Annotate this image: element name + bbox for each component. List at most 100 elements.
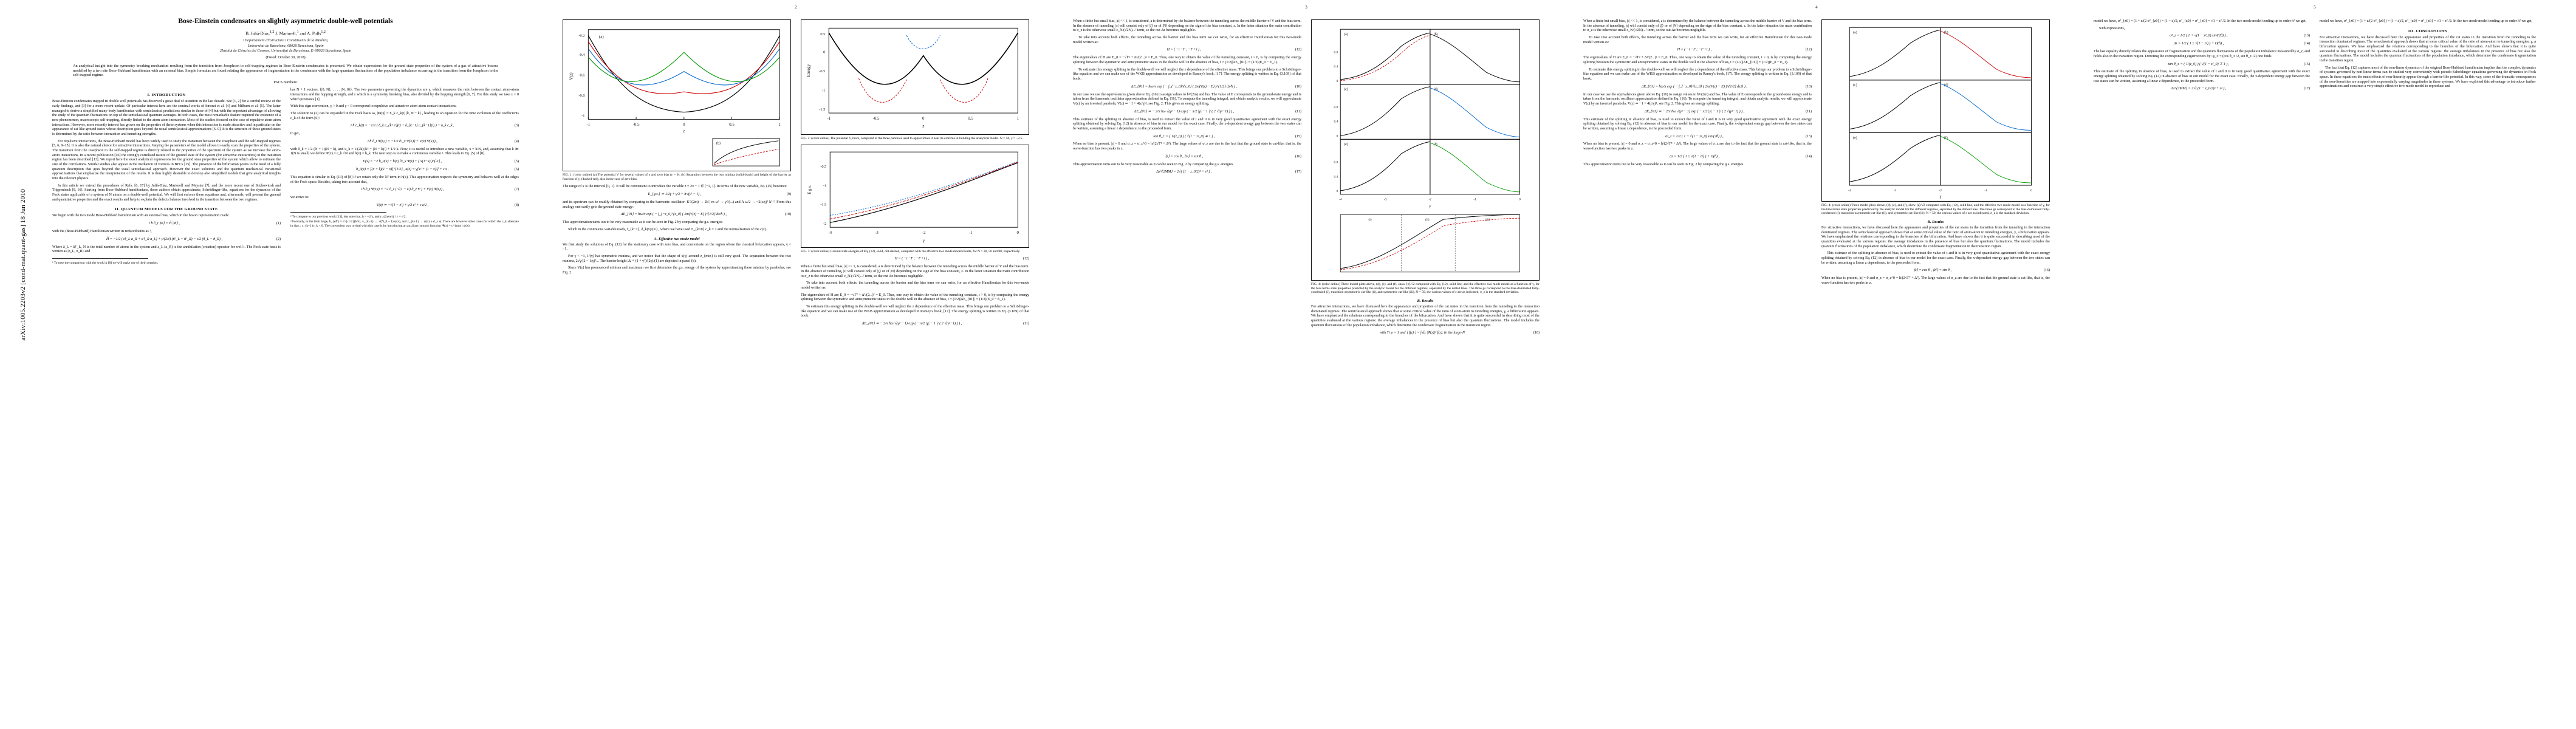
- section-heading-introduction: I. INTRODUCTION: [147, 93, 186, 98]
- equation-15: tan θ_± = ( 1/(z_0) ) ( √(1 − z²_0) ∓ 1 …: [1153, 134, 1301, 139]
- svg-text:-3: -3: [875, 231, 879, 235]
- paragraph-s3-2: To take into account both effects, the t…: [1073, 36, 1301, 44]
- section-heading-quantum-models: II. QUANTUM MODELS FOR THE GROUND STATE: [115, 207, 218, 212]
- paragraph-s3r-1: For attractive interactions, we have dis…: [1311, 305, 1540, 327]
- paragraph-s4r-1: For attractive interactions, we have dis…: [1821, 226, 2050, 248]
- svg-text:0.8: 0.8: [1334, 161, 1338, 165]
- figure-4-caption-duplicate: FIG. 4: (color online) Three model plots…: [1821, 204, 2050, 216]
- paragraph-qm-1: We begin with the two mode Bose-Hubbard …: [52, 214, 230, 218]
- svg-text:0: 0: [1337, 80, 1338, 83]
- figure-4: (a) (b) (c) (d) (e) (f): [1311, 19, 1540, 281]
- paragraph-s3-7: When no bias is present, |ε| = 0 and σ_z…: [1073, 142, 1301, 151]
- equation-17b: Δz^{2MM} = 2√( (1 − z_0/2)² + ε² ) , (17): [2171, 87, 2310, 91]
- equation-14: Δz = 1/2 ( 1 ± √(1 − z²) ) + O(h) , (14): [1669, 154, 1812, 159]
- equation-8: V(z) ≃ −√(1 − z²) + γ/2 z² + ε z/2 , (8): [376, 203, 519, 207]
- svg-text:(e): (e): [1344, 142, 1348, 146]
- paragraph-s4-8: This approximation turns out to be very …: [1583, 162, 1744, 166]
- equation-6: b_0(x) = [(x + k)(1 − x)]^{1/2} , u(x) =…: [356, 168, 519, 172]
- svg-text:-2: -2: [823, 222, 826, 226]
- figure-4-duplicate-plot: (a) (b) (c) (d) (e) (f): [1848, 27, 2032, 199]
- svg-text:-0.5: -0.5: [873, 117, 880, 121]
- paragraph-s5r-0: model we have, σ²_{z0} = (1 + ε/(2 σ²_{z…: [2320, 19, 2533, 23]
- svg-text:-4: -4: [1848, 189, 1851, 193]
- svg-text:(b): (b): [1944, 30, 1948, 35]
- footnote-2: ² To compare to our previous work [13], …: [290, 214, 406, 219]
- sheet1-column-left: I. INTRODUCTION Bose-Einstein condensate…: [52, 88, 281, 664]
- equation-12: H = ( −t −Γ ; −Γ +t ) , (12): [894, 257, 1029, 261]
- svg-text:(b): (b): [1434, 32, 1438, 36]
- equation-5: V(x) = −2 b_0(x) + b(x) ∂²_x Ψ(x) + ( x(…: [363, 160, 519, 164]
- svg-text:-1: -1: [827, 117, 831, 121]
- paragraph-s4-3: The eigenvalues of H are E_0 = −√Γ² + Δ²…: [1583, 56, 1812, 64]
- svg-text:0.8: 0.8: [1334, 51, 1338, 55]
- svg-text:(b): (b): [716, 142, 721, 146]
- abstract: An analytical insight into the symmetry …: [73, 63, 498, 78]
- page-number-3: 3: [1305, 5, 1307, 10]
- svg-text:-1: -1: [1984, 189, 1987, 193]
- svg-text:V(z): V(z): [569, 72, 574, 80]
- svg-text:-0.6: -0.6: [578, 74, 584, 78]
- svg-text:-1: -1: [969, 231, 973, 235]
- svg-text:0.4: 0.4: [1334, 120, 1338, 124]
- svg-text:-0.5: -0.5: [820, 164, 826, 168]
- svg-text:-3: -3: [1384, 198, 1387, 202]
- svg-text:-4: -4: [828, 231, 832, 235]
- paragraph-s2r-3: The eigenvalues of H are E_0 = −√Γ² + Δ²…: [801, 293, 1029, 302]
- paragraph-s3-4: To estimate this energy splitting in the…: [1073, 67, 1301, 81]
- svg-text:-1: -1: [822, 89, 825, 93]
- svg-text:0: 0: [1519, 198, 1521, 202]
- svg-text:Energy: Energy: [806, 64, 811, 77]
- equation-18: with Tr ρ = 1 and ⟨ f(z) ⟩ = ∫ dz |Ψ(z)|…: [1379, 331, 1540, 335]
- sheet4-column-right: (a) (b) (c) (d) (e) (f): [1821, 13, 2050, 729]
- affiliation-1: 1Departament d'Estructura i Constituents…: [242, 38, 329, 43]
- svg-text:-2: -2: [1429, 198, 1432, 202]
- equation-10b: ΔE_{01} = ħω/π exp ( − ∫_{−z_0}^{z_0} ( …: [1131, 84, 1301, 89]
- svg-text:(f): (f): [1944, 135, 1948, 140]
- sheet5-column-right: model we have, σ²_{z0} = (1 + ε/(2 σ²_{z…: [2320, 13, 2536, 729]
- equation-11c: ΔE_{01} ≃ − 2/π ħω √(γ² − 1) exp ( − π/2…: [1644, 109, 1812, 114]
- equation-11b: ΔE_{01} ≃ − 2/π ħω √(γ² − 1) exp ( − π/2…: [1134, 109, 1301, 114]
- pacs-numbers: PACS numbers:: [273, 80, 298, 85]
- paragraph-s2r-4: To estimate this energy splitting in the…: [801, 305, 1029, 318]
- svg-text:-0.8: -0.8: [578, 94, 584, 98]
- svg-text:γ: γ: [1430, 205, 1431, 209]
- paragraph-s2-7: Since V(z) has pronounced minima and max…: [563, 266, 791, 275]
- equation-17: Δz^{2MM} = 2√( (1 − z_0/2)² + ε² ) , (17): [1156, 170, 1301, 174]
- sheet-4: 4 When a finite but small bias, |ε| << 1…: [1567, 0, 2066, 729]
- figure-2-caption: FIG. 2: (color online) The potential V, …: [801, 137, 1023, 140]
- svg-text:-0.5: -0.5: [633, 123, 640, 127]
- paragraph-s3-5: In our case we use the equivalences give…: [1073, 92, 1301, 106]
- paragraph-s4-6: This estimate of the splitting in absenc…: [1583, 117, 1812, 131]
- equation-4: i ħ ∂_t Ψ(x,t) = −1/2 ∂²_x Ψ(x,t) + V(x)…: [368, 139, 519, 143]
- svg-text:γ: γ: [923, 238, 925, 243]
- paragraph-s4-5: In our case we use the equivalences give…: [1583, 92, 1812, 106]
- svg-text:1: 1: [1017, 117, 1019, 121]
- paragraph-s3-8: This approximation turns out to be very …: [1073, 162, 1233, 166]
- paragraph-r-4: to get,: [290, 132, 300, 136]
- affiliation-2: 2Institut de Ciències del Cosmos, Univer…: [219, 48, 352, 53]
- figure-4-duplicate: (a) (b) (c) (d) (e) (f): [1821, 19, 2050, 202]
- figure-3-plot: -4 -3 -2 -1 0 γ E g.s. -2 -1.5 -1 -0.5: [808, 151, 1019, 243]
- paragraph-r-7: we arrive to:: [290, 196, 309, 200]
- svg-text:(d): (d): [1434, 87, 1438, 92]
- paragraph-s2-4: which in the continuous variable reads, …: [568, 227, 767, 231]
- sheet-1: Bose-Einstein condensates on slightly as…: [36, 0, 535, 729]
- equation-16: ⟨z⟩ = cos θ , ⟨z²⟩ = sin θ , (16): [1165, 154, 1301, 159]
- paragraph-intro-2: For repulsive interactions, the Bose-Hub…: [52, 139, 281, 180]
- svg-text:0: 0: [1017, 231, 1019, 235]
- sheet2-column-left: -1 -0.5 0 0.5 1 z V(z) -1 -0.8 -0.6 -0.4…: [563, 13, 791, 729]
- svg-text:(a): (a): [1853, 30, 1857, 35]
- figure-1: -1 -0.5 0 0.5 1 z V(z) -1 -0.8 -0.6 -0.4…: [563, 19, 791, 171]
- equation-10: ΔE_{01} = ħω/π exp ( − ∫_{−z_0}^{z_0} ( …: [620, 213, 791, 217]
- equation-13: σ²_z = 1/2 ( 1 + √(1 − z²_0) sin²(2θ) ) …: [1665, 134, 1812, 139]
- sheet3-column-right: (a) (b) (c) (d) (e) (f): [1311, 13, 1540, 729]
- svg-text:-2: -2: [1939, 189, 1942, 193]
- equation-10c: ΔE_{01} = ħω/π exp ( − ∫_{−z_0}^{z_0} ( …: [1641, 84, 1812, 89]
- paragraph-s3-1: When a finite but small bias, |ε| << 1, …: [1073, 19, 1301, 33]
- equation-15b: tan θ_± = ( 1/(z_0) ) ( √(1 − z²_0) ∓ 1 …: [2168, 62, 2310, 66]
- svg-text:(c): (c): [1344, 87, 1348, 92]
- equation-7: i ħ ∂_t Ψ(z,t) = −2 ∂_z ( √(1 − z²) ∂_z …: [360, 188, 519, 192]
- paragraph-s2r-1: When a finite but small bias, |ε| << 1, …: [801, 265, 1029, 278]
- equation-14b: Δz = 1/2 ( 1 ± √(1 − z²) ) + O(h) , (14): [2173, 42, 2310, 46]
- equation-9: E_{g.s.} ≃ 1/2γ + γ/2 + h√(γ² − 1) , (9): [648, 193, 791, 197]
